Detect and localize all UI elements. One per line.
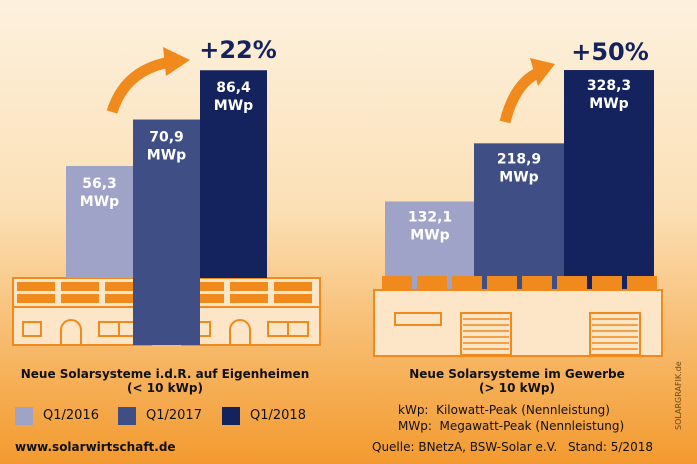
source-text: Quelle: BNetzA, BSW-Solar e.V. — [372, 440, 558, 454]
solar-panel — [186, 282, 224, 291]
solar-panel — [61, 294, 99, 303]
right-bar-q1-2016 — [385, 201, 475, 290]
solar-panel — [487, 276, 517, 290]
right-bar-unit-label: MWp — [410, 227, 449, 243]
left-bar-value-label: 56,3 — [82, 176, 117, 192]
left-bar-q1-2016 — [66, 165, 133, 278]
solar-panel — [627, 276, 657, 290]
legend-label-q1-2018: Q1/2018 — [250, 408, 306, 423]
garage-door — [460, 312, 512, 356]
right-growth-label: +50% — [571, 38, 649, 66]
solar-panel — [105, 282, 143, 291]
watermark: SOLARGRAFIK.de — [674, 361, 683, 430]
legend-swatch-q1-2018 — [222, 407, 240, 425]
solar-panel — [417, 276, 447, 290]
right-bar-q1-2018 — [564, 70, 654, 290]
solar-panel — [382, 276, 412, 290]
solar-panel — [105, 294, 143, 303]
left-bar-q1-2018 — [200, 70, 267, 278]
left-bar-q1-2017 — [133, 119, 200, 346]
commercial-building — [373, 289, 663, 357]
legend-swatch-q1-2016 — [15, 407, 33, 425]
solar-panel — [186, 294, 224, 303]
legend-label-q1-2017: Q1/2017 — [146, 408, 202, 423]
right-bar-q1-2017 — [474, 143, 564, 290]
solar-panel — [61, 282, 99, 291]
house-window — [22, 321, 42, 337]
growth-arrow-shaft — [499, 66, 543, 124]
left-bar-unit-label: MWp — [214, 98, 253, 114]
solar-panel — [452, 276, 482, 290]
growth-arrow-head — [163, 47, 190, 76]
date-text: Stand: 5/2018 — [568, 440, 653, 454]
solar-panel — [230, 282, 268, 291]
right-chart-title: Neue Solarsysteme im Gewerbe — [409, 367, 625, 381]
left-chart-title: Neue Solarsysteme i.d.R. auf Eigenheimen — [20, 367, 310, 381]
solar-panel — [274, 294, 312, 303]
left-growth-label: +22% — [199, 36, 277, 64]
solar-panel — [230, 294, 268, 303]
growth-arrow-head — [530, 58, 555, 86]
solar-panel — [17, 294, 55, 303]
note-mwp: MWp: Megawatt-Peak (Nennleistung) — [398, 419, 625, 433]
left-bar-unit-label: MWp — [80, 194, 119, 210]
right-bar-value-label: 328,3 — [587, 78, 631, 94]
right-chart-subtitle: (> 10 kWp) — [479, 381, 555, 395]
left-chart-subtitle: (< 10 kWp) — [127, 381, 203, 395]
legend-swatch-q1-2017 — [118, 407, 136, 425]
left-bar-value-label: 86,4 — [216, 80, 251, 96]
website-link[interactable]: www.solarwirtschaft.de — [15, 440, 176, 454]
solar-panel — [17, 282, 55, 291]
solar-panel — [522, 276, 552, 290]
right-bar-unit-label: MWp — [589, 96, 628, 112]
garage-door — [589, 312, 641, 356]
left-bar-unit-label: MWp — [147, 148, 186, 164]
building-window — [394, 312, 442, 326]
right-bar-value-label: 132,1 — [408, 209, 452, 225]
legend-label-q1-2016: Q1/2016 — [43, 408, 99, 423]
right-bar-value-label: 218,9 — [497, 151, 541, 167]
solar-panel — [274, 282, 312, 291]
right-bar-unit-label: MWp — [499, 169, 538, 185]
left-bar-value-label: 70,9 — [149, 130, 184, 146]
solar-panel — [592, 276, 622, 290]
house-door — [60, 319, 82, 345]
growth-arrow-shaft — [106, 56, 172, 114]
solar-panel — [557, 276, 587, 290]
house-door — [229, 319, 251, 345]
note-kwp: kWp: Kilowatt-Peak (Nennleistung) — [398, 403, 610, 417]
